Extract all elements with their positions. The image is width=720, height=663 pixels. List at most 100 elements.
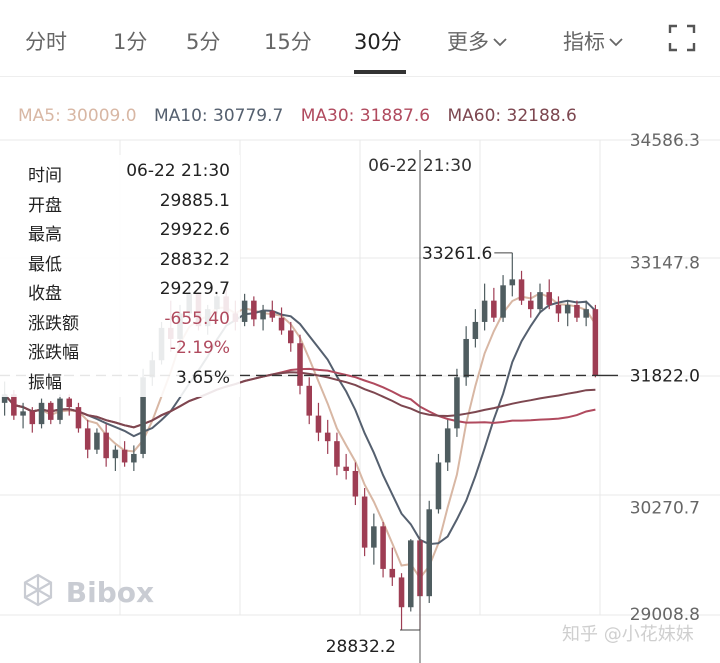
info-row: 涨跌幅 -2.19% [28,338,230,363]
candle-body [454,377,460,429]
candle-body [288,330,294,344]
ma5-label: MA5: 30009.0 [18,106,137,126]
candle [408,539,414,612]
candle [66,394,72,416]
info-row-value: 29229.7 [159,279,230,299]
tab-timeshare[interactable]: 分时 [25,30,67,54]
candle [592,304,599,378]
tab-1min[interactable]: 1分 [113,30,148,54]
tab-15min[interactable]: 15分 [264,30,312,54]
info-row: 涨跌额 -655.40 [28,309,230,334]
info-row-value: 28832.2 [159,249,230,270]
candle-body [500,285,506,318]
tab-indicators[interactable]: 指标 [563,26,623,56]
info-row: 最高 29922.6 [28,220,230,245]
candle [389,547,396,586]
crosshair-time-label: 06-22 21:30 [368,156,472,176]
candle-body [94,432,100,450]
candle [564,300,571,327]
candle-body [84,428,91,450]
info-row-value: -2.19% [169,338,230,358]
tab-30min[interactable]: 30分 [354,30,402,54]
candle-body [371,526,377,548]
candle-body [112,449,119,459]
candle [38,398,45,429]
candle-body [444,428,451,463]
candle-body [463,338,469,378]
tab-5min[interactable]: 5分 [186,30,221,54]
candle-body [518,279,525,301]
bibox-logo: Bibox [20,572,154,609]
info-row-value: 06-22 21:30 [126,161,230,181]
info-row-value: 29922.6 [159,220,230,240]
candle [444,419,451,471]
candle-body [435,462,442,510]
info-row-label: 振幅 [28,372,62,393]
candle-body [472,321,479,339]
candle [121,441,128,467]
candle [546,279,552,310]
candle-body [75,407,82,429]
candle-body [297,343,303,386]
watermark: 知乎 @小花妹妹 [562,624,694,645]
candle-body [121,449,128,463]
candle [131,445,137,471]
fullscreen-icon[interactable] [668,24,696,56]
current-price-label: 31822.0 [630,366,700,386]
candle [334,432,340,476]
candle [29,407,36,433]
hexagon-network-icon [20,573,66,609]
candle [352,462,359,506]
candle [315,402,322,442]
candle [241,293,248,327]
candle [260,304,266,331]
info-row-label: 时间 [28,166,62,186]
tab-more-label: 更多 [447,30,489,54]
candle [537,283,543,314]
candle [574,300,580,322]
candle-body [564,304,571,314]
candle-body [389,568,396,578]
candle [269,300,276,322]
info-row-label: 涨跌幅 [28,343,79,363]
candle [48,401,54,425]
info-row: 最低 28832.2 [28,250,230,275]
candle-body [241,300,248,322]
candle-body [417,540,423,597]
info-row-label: 开盘 [28,195,62,216]
candle-body [528,300,534,310]
candle [398,573,405,631]
ma10-label: MA10: 30779.7 [153,106,284,126]
bibox-logo-text: Bibox [65,576,155,609]
info-row: 时间 06-22 21:30 [28,161,230,186]
info-row-value: 3.65% [175,367,230,388]
candle [94,428,100,454]
candle-body [509,279,516,286]
candle-body [131,453,137,463]
period-tabs: 分时 1分 5分 15分 30分 更多 指标 [0,0,720,75]
active-tab-indicator [354,70,406,74]
candle [509,252,516,297]
chevron-down-icon [493,32,507,51]
candle-body [57,398,63,420]
candle-body [48,402,54,420]
candle-body [66,398,72,408]
candle [371,513,377,565]
info-row-label: 涨跌额 [28,313,79,334]
candle [417,537,423,631]
candle-body [352,470,359,497]
candle-body [398,577,405,608]
tab-more[interactable]: 更多 [447,26,507,56]
candle-body [481,300,488,322]
candle [103,424,109,467]
candle-body [574,304,580,318]
candle [343,453,349,480]
candle-body [260,310,266,320]
info-row-label: 最高 [28,225,62,245]
chevron-down-icon [609,32,623,51]
candle-body [491,300,497,318]
candle [472,309,479,348]
candle-body [537,292,543,310]
candle [20,402,26,429]
candle-body [269,310,276,318]
